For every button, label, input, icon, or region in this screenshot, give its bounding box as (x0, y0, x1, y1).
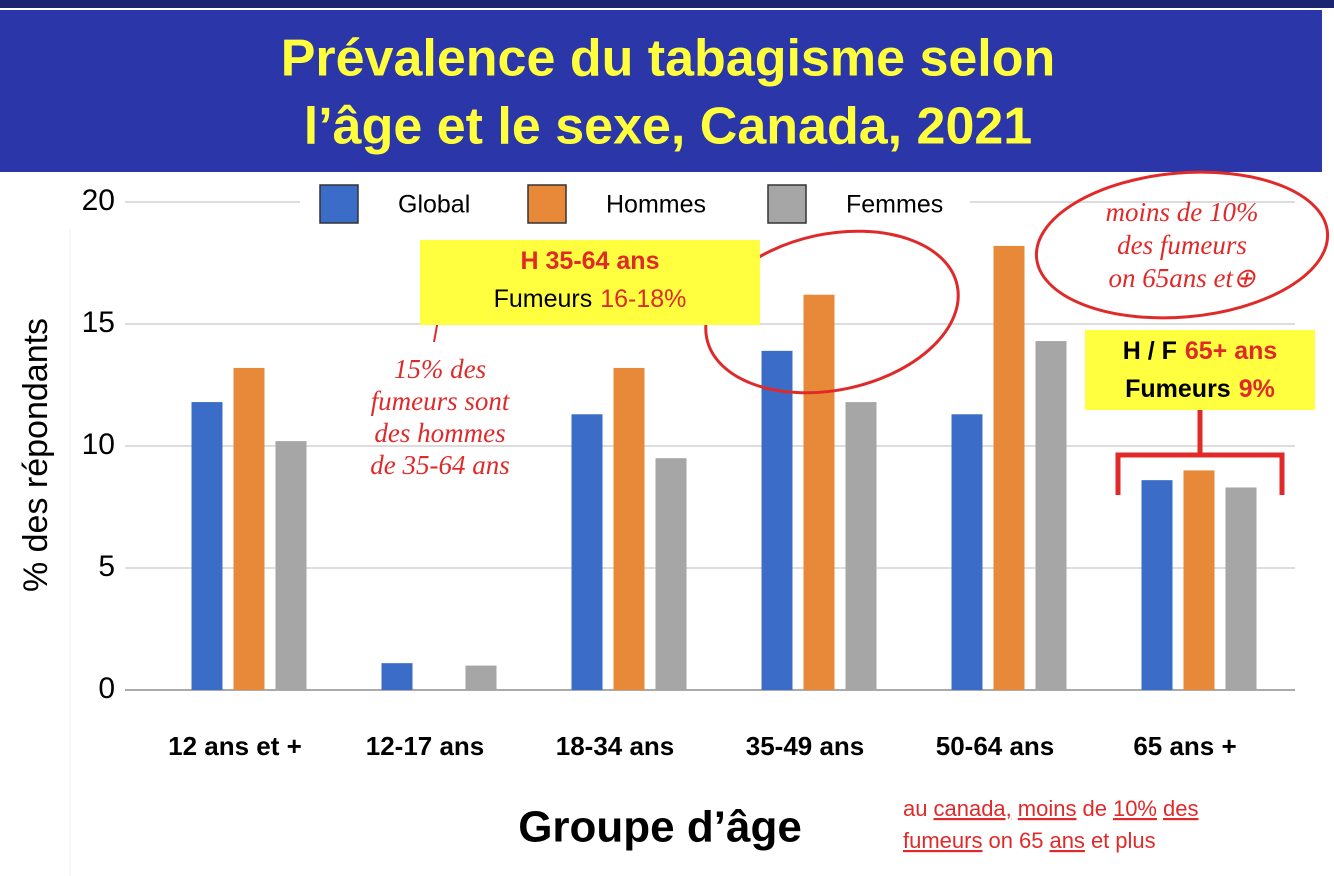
callout-text: H 35-64 ans (521, 247, 660, 275)
handwritten-note: des hommes (374, 418, 505, 448)
bottom-note-word: au (903, 796, 927, 821)
bottom-note-word: fumeurs (903, 828, 982, 853)
bar (1225, 487, 1257, 690)
callout-text: 9% (1239, 375, 1275, 403)
bar (1035, 341, 1067, 690)
bar (845, 402, 877, 690)
callout-text: 65+ ans (1185, 337, 1277, 365)
bar (275, 441, 307, 690)
bar (993, 245, 1025, 691)
callout-line: H / F 65+ ans (1123, 337, 1278, 365)
y-tick-label: 15 (82, 306, 115, 339)
bottom-note-word: de (1082, 796, 1106, 821)
legend-background (300, 180, 970, 230)
handwritten-note: de 35-64 ans (370, 450, 509, 480)
bottom-note-word: ans (1049, 828, 1084, 853)
bottom-note-word: on (988, 828, 1012, 853)
bottom-note-word: 10% (1113, 796, 1157, 821)
callout-text: Fumeurs (494, 285, 593, 313)
bar (1183, 470, 1215, 690)
title-line: Prévalence du tabagisme selon (281, 30, 1056, 88)
legend-label: Hommes (606, 191, 706, 219)
bottom-note-word: 65 (1019, 828, 1043, 853)
x-tick-label: 35-49 ans (746, 731, 865, 761)
y-tick-label: 10 (82, 428, 115, 461)
title-line: l’âge et le sexe, Canada, 2021 (304, 98, 1032, 156)
handwritten-note: moins de 10% (1106, 197, 1259, 227)
callout-line: H 35-64 ans (521, 247, 660, 275)
top-stripe (0, 0, 1334, 8)
callout-line: Fumeurs 16-18% (494, 285, 687, 313)
legend-label: Femmes (846, 191, 943, 219)
callout-text: 16-18% (600, 285, 686, 313)
bottom-note-word: canada, (933, 796, 1011, 821)
x-tick-label: 18-34 ans (556, 731, 675, 761)
callout-box (1085, 330, 1315, 410)
bar (191, 402, 223, 690)
bar (1141, 480, 1173, 690)
callout-box (420, 240, 760, 325)
handwritten-note: on 65ans et⊕ (1108, 263, 1255, 293)
bottom-note: fumeurs on 65 ans et plus (903, 828, 1156, 853)
x-tick-label: 12 ans et + (168, 731, 302, 761)
bottom-note-word: moins (1018, 796, 1077, 821)
x-axis-title: Groupe d’âge (518, 803, 802, 852)
bar (803, 294, 835, 690)
bar (381, 663, 413, 690)
highlight-ellipse (1034, 170, 1330, 320)
x-tick-label: 65 ans + (1133, 731, 1236, 761)
callout-line: Fumeurs 9% (1125, 375, 1275, 403)
bottom-note-word: des (1163, 796, 1198, 821)
highlight-ellipse (704, 229, 960, 395)
legend-swatch (319, 184, 359, 224)
bar (655, 458, 687, 690)
handwritten-note: des fumeurs (1117, 230, 1247, 260)
bar (233, 367, 265, 690)
bottom-note-word: plus (1115, 828, 1155, 853)
y-tick-label: 5 (98, 550, 115, 583)
bottom-note: au canada, moins de 10% des (903, 796, 1198, 821)
y-tick-label: 0 (98, 672, 115, 705)
legend-swatch (527, 184, 567, 224)
bottom-note-word: et (1091, 828, 1109, 853)
title-banner (0, 10, 1322, 172)
bracket (1115, 410, 1285, 495)
bar (465, 665, 497, 690)
handwritten-note: 15% des (394, 354, 486, 384)
x-tick-label: 12-17 ans (366, 731, 485, 761)
bar (571, 414, 603, 690)
legend-swatch (767, 184, 807, 224)
bar (613, 367, 645, 690)
handwritten-note: fumeurs sont (371, 386, 511, 416)
bar (951, 414, 983, 690)
x-tick-label: 50-64 ans (936, 731, 1055, 761)
bar (761, 350, 793, 690)
legend-label: Global (398, 191, 470, 219)
y-tick-label: 20 (82, 184, 115, 217)
y-axis-title: % des répondants (17, 318, 55, 592)
callout-text: Fumeurs (1125, 375, 1231, 403)
callout-text: H / F (1123, 337, 1177, 365)
